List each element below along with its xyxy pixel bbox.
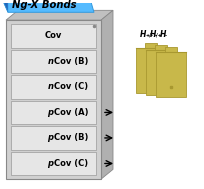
Text: nCov (C): nCov (C) [33,82,74,91]
Text: Cov (B): Cov (B) [53,57,88,66]
FancyBboxPatch shape [11,24,96,48]
Text: Cov (A): Cov (A) [53,108,88,117]
FancyBboxPatch shape [11,126,96,150]
FancyBboxPatch shape [11,152,96,175]
FancyBboxPatch shape [11,50,96,73]
Text: pCov (C): pCov (C) [33,159,74,168]
Text: Cov (C): Cov (C) [53,159,88,168]
Text: +/-: +/- [145,33,153,38]
FancyBboxPatch shape [156,52,186,97]
Text: H: H [140,30,146,39]
Text: -: - [165,33,167,38]
FancyBboxPatch shape [11,101,96,124]
Polygon shape [6,10,113,20]
Text: p: p [48,159,53,168]
Text: n: n [48,57,53,66]
Text: -/+: -/+ [155,33,163,38]
FancyBboxPatch shape [11,75,96,99]
Text: H: H [150,30,156,39]
Text: p: p [48,133,53,143]
FancyBboxPatch shape [145,43,157,48]
Text: n: n [48,82,53,91]
Text: Ng-X Bonds: Ng-X Bonds [12,0,77,10]
FancyBboxPatch shape [146,50,176,95]
Text: pCov (B): pCov (B) [33,133,74,143]
FancyBboxPatch shape [165,47,177,52]
Text: p: p [48,108,53,117]
FancyBboxPatch shape [155,45,167,50]
Polygon shape [101,10,113,179]
Polygon shape [2,0,94,12]
Text: Cov: Cov [45,31,62,40]
Text: Cov (C): Cov (C) [53,82,88,91]
Text: nCov (B): nCov (B) [33,57,74,66]
Text: pCov (A): pCov (A) [33,108,74,117]
Text: H: H [160,30,166,39]
FancyBboxPatch shape [136,48,166,93]
FancyBboxPatch shape [6,20,101,179]
Polygon shape [2,0,8,12]
Text: Cov (B): Cov (B) [53,133,88,143]
